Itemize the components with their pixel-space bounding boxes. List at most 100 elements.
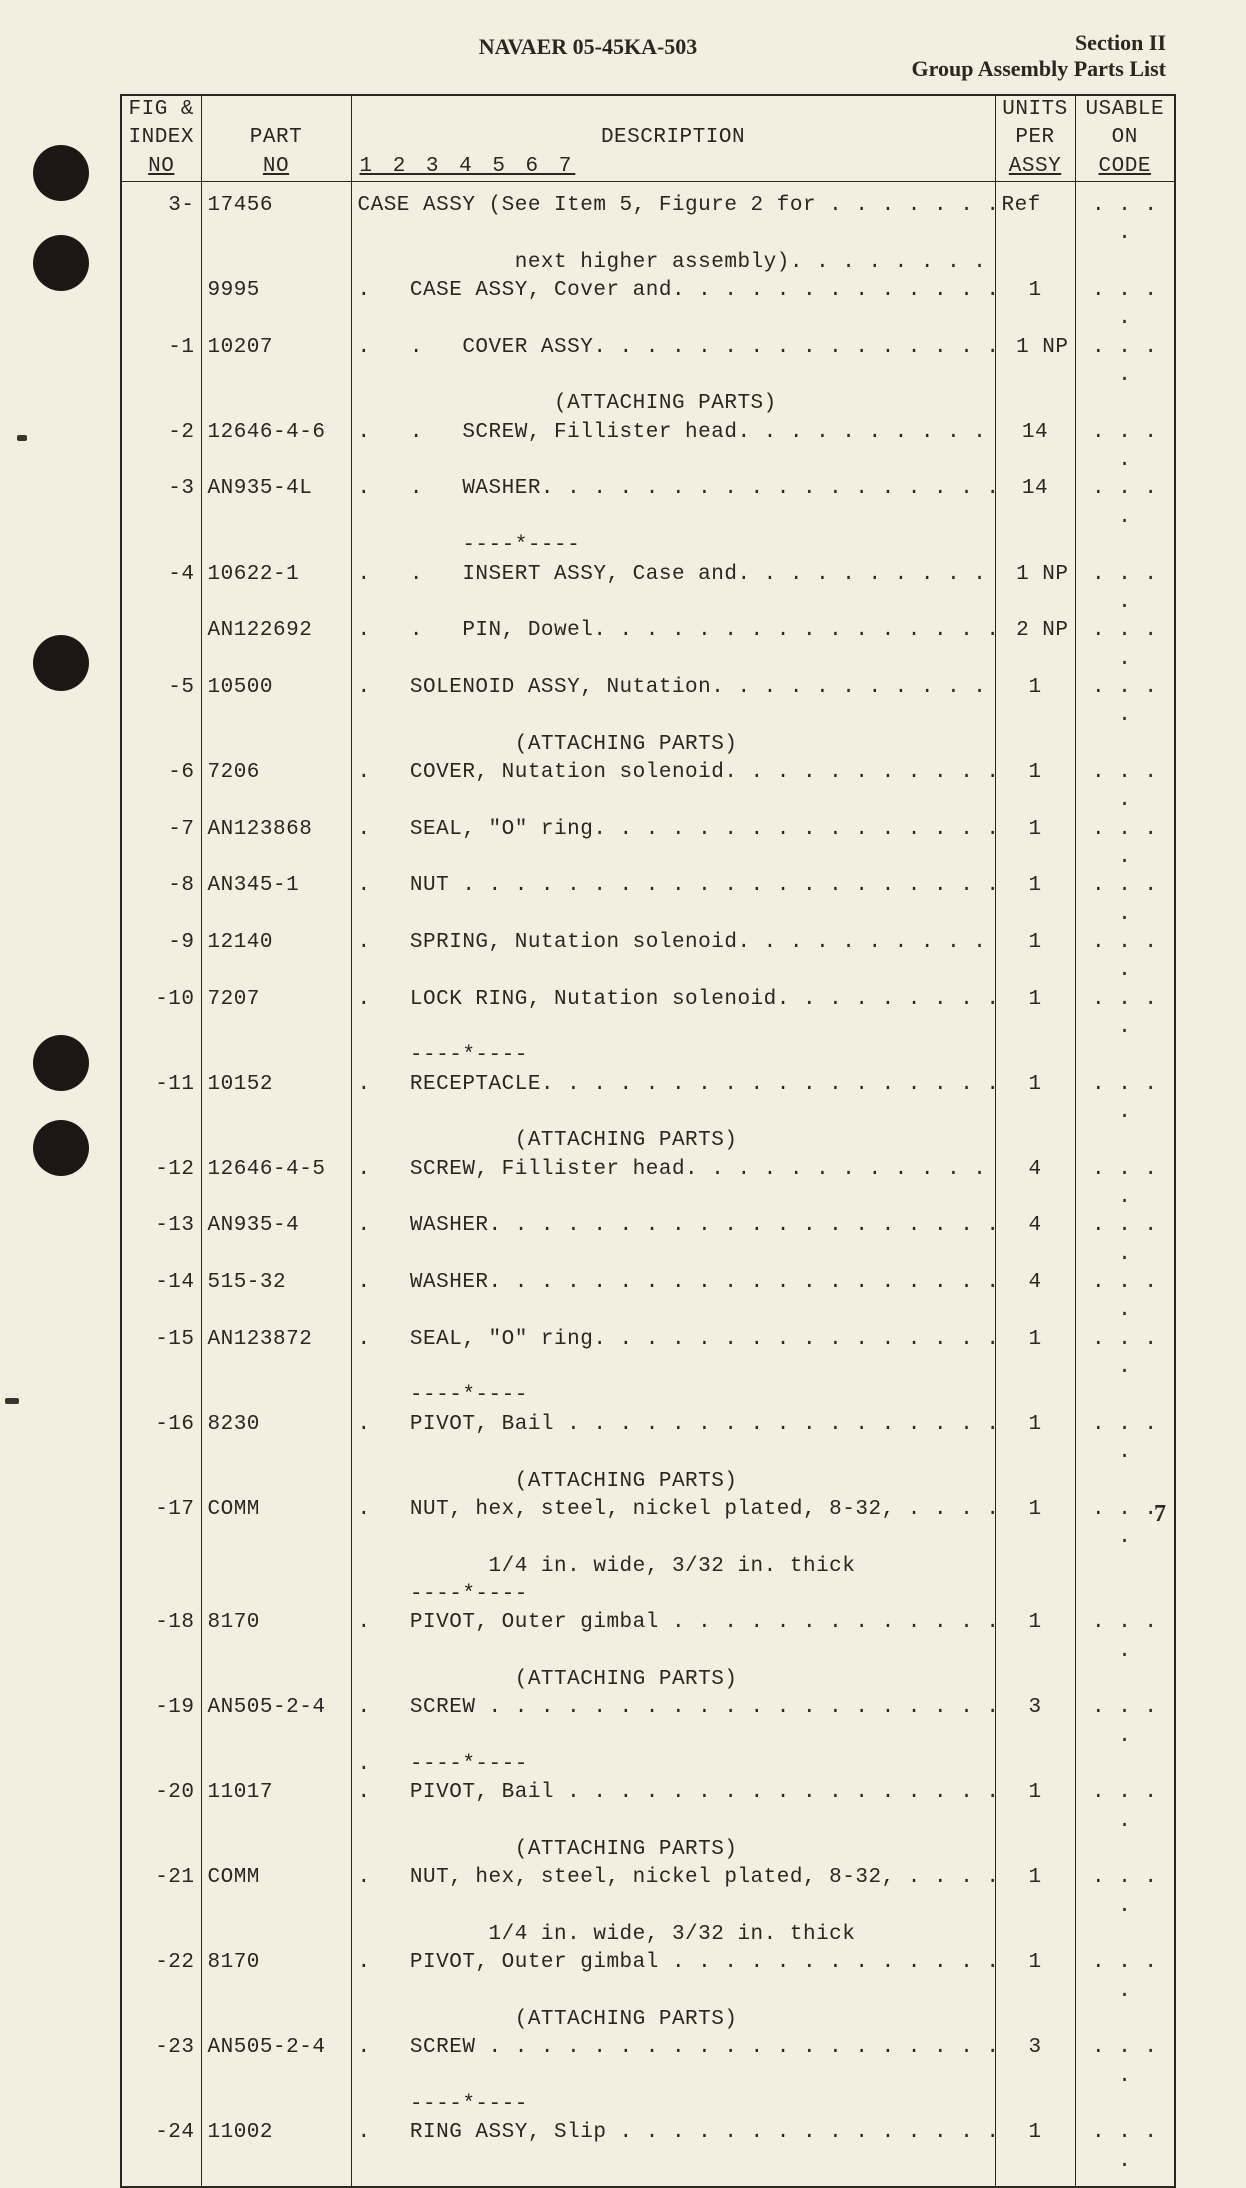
cell-usable-code [1075, 1751, 1175, 1779]
col-header-part-2: NO [263, 155, 289, 178]
cell-description: (ATTACHING PARTS) [351, 1468, 995, 1496]
cell-units: 14 [995, 475, 1075, 532]
table-row: -2011017. PIVOT, Bail . . . . . . . . . … [121, 1779, 1175, 1836]
cell-units: 1 NP [995, 561, 1075, 618]
cell-units [995, 1042, 1075, 1070]
cell-fig-index [121, 1127, 201, 1155]
cell-part-no [201, 1581, 351, 1609]
table-row: -188170. PIVOT, Outer gimbal . . . . . .… [121, 1609, 1175, 1666]
cell-fig-index [121, 2091, 201, 2119]
cell-part-no: 515-32 [201, 1269, 351, 1326]
cell-part-no [201, 2006, 351, 2034]
cell-usable-code [1075, 1921, 1175, 1949]
table-row: (ATTACHING PARTS) [121, 2006, 1175, 2034]
col-header-units-2: PER [1015, 126, 1054, 149]
table-row: 1/4 in. wide, 3/32 in. thick [121, 1921, 1175, 1949]
cell-fig-index: -10 [121, 986, 201, 1043]
cell-part-no [201, 1836, 351, 1864]
cell-description: . PIVOT, Bail . . . . . . . . . . . . . … [351, 1779, 995, 1836]
col-header-code-1: USABLE [1085, 98, 1164, 121]
cell-description: . . COVER ASSY. . . . . . . . . . . . . … [351, 334, 995, 391]
cell-usable-code: . . . . [1075, 1609, 1175, 1666]
cell-description: . SCREW . . . . . . . . . . . . . . . . … [351, 1694, 995, 1751]
cell-units: 1 [995, 816, 1075, 873]
cell-usable-code [1075, 1836, 1175, 1864]
cell-description: . CASE ASSY, Cover and. . . . . . . . . … [351, 277, 995, 334]
cell-part-no: 11002 [201, 2119, 351, 2176]
document-page: NAVAER 05-45KA-503 Section II Group Asse… [0, 0, 1246, 1608]
cell-units [995, 390, 1075, 418]
cell-units: 4 [995, 1269, 1075, 1326]
cell-description: ----*---- [351, 1382, 995, 1410]
cell-fig-index: -5 [121, 674, 201, 731]
cell-fig-index: -14 [121, 1269, 201, 1326]
table-row: (ATTACHING PARTS) [121, 1127, 1175, 1155]
col-header-desc-2: 1 2 3 4 5 6 7 [358, 153, 989, 181]
col-header-units-3: ASSY [1009, 155, 1061, 178]
table-row: 9995. CASE ASSY, Cover and. . . . . . . … [121, 277, 1175, 334]
cell-units: 1 NP [995, 334, 1075, 391]
cell-fig-index [121, 249, 201, 277]
cell-part-no: 12140 [201, 929, 351, 986]
cell-usable-code: . . . . [1075, 1779, 1175, 1836]
cell-units: 1 [995, 929, 1075, 986]
punch-hole [33, 145, 89, 201]
table-row: -107207. LOCK RING, Nutation solenoid. .… [121, 986, 1175, 1043]
cell-part-no [201, 532, 351, 560]
cell-part-no: AN505-2-4 [201, 1694, 351, 1751]
table-row: -1110152. RECEPTACLE. . . . . . . . . . … [121, 1071, 1175, 1128]
table-row: -7AN123868. SEAL, "O" ring. . . . . . . … [121, 816, 1175, 873]
cell-usable-code [1075, 1042, 1175, 1070]
cell-units [995, 1382, 1075, 1410]
table-row: -67206. COVER, Nutation solenoid. . . . … [121, 759, 1175, 816]
cell-part-no: COMM [201, 1864, 351, 1921]
cell-fig-index [121, 1553, 201, 1581]
cell-description: (ATTACHING PARTS) [351, 731, 995, 759]
cell-fig-index: -7 [121, 816, 201, 873]
table-row: -212646-4-6. . SCREW, Fillister head. . … [121, 419, 1175, 476]
cell-description: . PIVOT, Outer gimbal . . . . . . . . . … [351, 1609, 995, 1666]
cell-part-no: COMM [201, 1496, 351, 1553]
cell-part-no: 12646-4-5 [201, 1156, 351, 1213]
cell-fig-index: -17 [121, 1496, 201, 1553]
cell-units: 1 [995, 1949, 1075, 2006]
cell-usable-code [1075, 249, 1175, 277]
cell-fig-index: -8 [121, 872, 201, 929]
col-header-part-1: PART [250, 126, 302, 149]
cell-fig-index: 3- [121, 192, 201, 249]
cell-part-no: 9995 [201, 277, 351, 334]
cell-part-no [201, 1751, 351, 1779]
cell-units [995, 1751, 1075, 1779]
cell-description: . RING ASSY, Slip . . . . . . . . . . . … [351, 2119, 995, 2176]
cell-fig-index [121, 1382, 201, 1410]
cell-part-no: 10152 [201, 1071, 351, 1128]
cell-part-no [201, 1921, 351, 1949]
cell-description: . NUT, hex, steel, nickel plated, 8-32, … [351, 1496, 995, 1553]
cell-description: . SCREW, Fillister head. . . . . . . . .… [351, 1156, 995, 1213]
cell-fig-index: -3 [121, 475, 201, 532]
table-body: 3-17456CASE ASSY (See Item 5, Figure 2 f… [121, 182, 1175, 2188]
cell-description: 1/4 in. wide, 3/32 in. thick [351, 1921, 995, 1949]
col-header-fig-1: FIG & [128, 98, 194, 121]
cell-units: 1 [995, 2119, 1075, 2176]
cell-units: 3 [995, 2034, 1075, 2091]
cell-fig-index [121, 1836, 201, 1864]
cell-usable-code: . . . . [1075, 1949, 1175, 2006]
cell-units: 1 [995, 1864, 1075, 1921]
cell-usable-code: . . . . [1075, 986, 1175, 1043]
cell-fig-index: -4 [121, 561, 201, 618]
table-row: ----*---- [121, 2091, 1175, 2119]
cell-part-no [201, 1127, 351, 1155]
cell-description: (ATTACHING PARTS) [351, 1666, 995, 1694]
cell-usable-code: . . . . [1075, 192, 1175, 249]
cell-usable-code: . . . . [1075, 419, 1175, 476]
cell-fig-index: -16 [121, 1411, 201, 1468]
cell-part-no: 7206 [201, 759, 351, 816]
table-row: -410622-1. . INSERT ASSY, Case and. . . … [121, 561, 1175, 618]
cell-part-no: 10207 [201, 334, 351, 391]
section-label: Section II [846, 30, 1166, 56]
cell-usable-code [1075, 532, 1175, 560]
cell-fig-index: -9 [121, 929, 201, 986]
cell-fig-index: -22 [121, 1949, 201, 2006]
cell-usable-code: . . . . [1075, 2119, 1175, 2176]
